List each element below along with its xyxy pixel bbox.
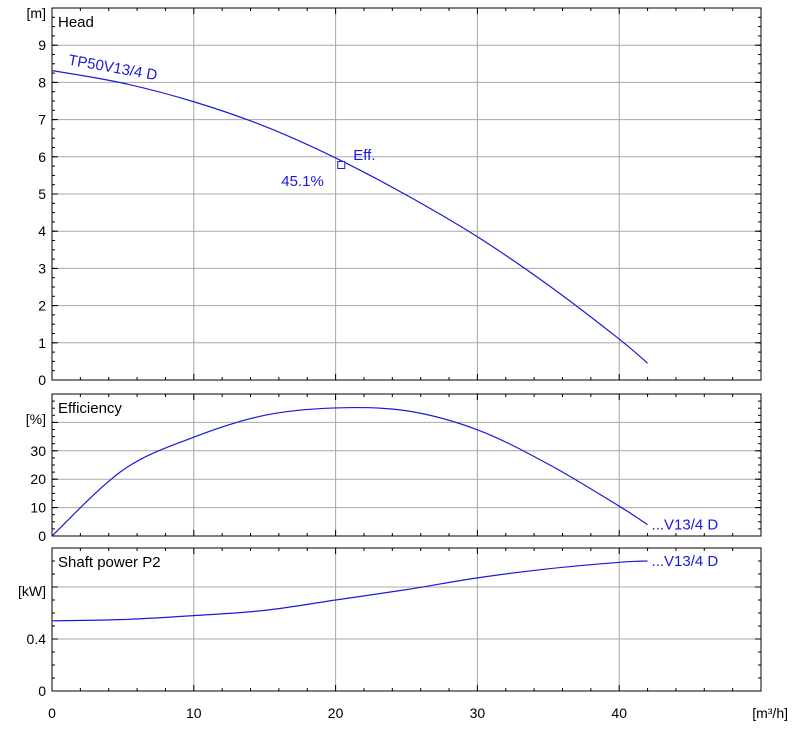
panel-frame: [51, 393, 762, 537]
panel-title: Shaft power P2: [58, 554, 161, 571]
x-unit-label: [m³/h]: [752, 705, 788, 721]
x-tick-label: 40: [611, 705, 627, 721]
marker-value: 45.1%: [281, 173, 324, 190]
y-tick-label: 30: [30, 443, 46, 459]
panel-power: 0 0.4 Shaft power P2 [kW] ...V13/4 D: [18, 547, 762, 699]
y-tick-label: 3: [38, 260, 46, 276]
y-tick-label: 8: [38, 74, 46, 90]
panel-frame: [51, 7, 762, 381]
efficiency-marker: [337, 160, 346, 169]
y-unit-label: [m]: [27, 5, 46, 21]
y-unit-label: [%]: [26, 411, 46, 427]
y-tick-label: 9: [38, 37, 46, 53]
x-tick-label: 30: [470, 705, 486, 721]
panel-frame: [51, 547, 762, 692]
y-tick-label: 0: [38, 372, 46, 388]
y-tick-label: 2: [38, 298, 46, 314]
panel-head: 0 1 2 3 4 5 6 7 8 9 Head [m] TP50V13/4 D Eff. 45.1%: [27, 5, 762, 388]
y-tick-label: 20: [30, 471, 46, 487]
x-axis: 0 10 20 30 40 [m³/h]: [48, 705, 788, 721]
curve-efficiency: [51, 406, 648, 537]
y-tick-label: 6: [38, 149, 46, 165]
y-unit-label: [kW]: [18, 583, 46, 599]
x-tick-label: 20: [328, 705, 344, 721]
y-tick-label: 0.4: [27, 631, 47, 647]
series-label: ...V13/4 D: [652, 553, 719, 570]
y-tick-label: 0: [38, 528, 46, 544]
x-tick-label: 10: [186, 705, 202, 721]
y-tick-label: 5: [38, 186, 46, 202]
x-tick-label: 0: [48, 705, 56, 721]
series-label: ...V13/4 D: [652, 517, 719, 534]
y-tick-label: 7: [38, 112, 46, 128]
series-label: TP50V13/4 D: [67, 52, 159, 84]
y-tick-label: 0: [38, 683, 46, 699]
y-tick-label: 4: [38, 223, 46, 239]
y-tick-label: 1: [38, 335, 46, 351]
curve-head: [51, 69, 648, 364]
curve-power: [51, 560, 648, 622]
panel-efficiency: 0 10 20 30 Efficiency [%] ...V13/4 D: [26, 393, 762, 544]
panel-title: Efficiency: [58, 400, 122, 417]
y-tick-label: 10: [30, 500, 46, 516]
marker-label: Eff.: [353, 147, 375, 164]
panel-title: Head: [58, 14, 94, 31]
